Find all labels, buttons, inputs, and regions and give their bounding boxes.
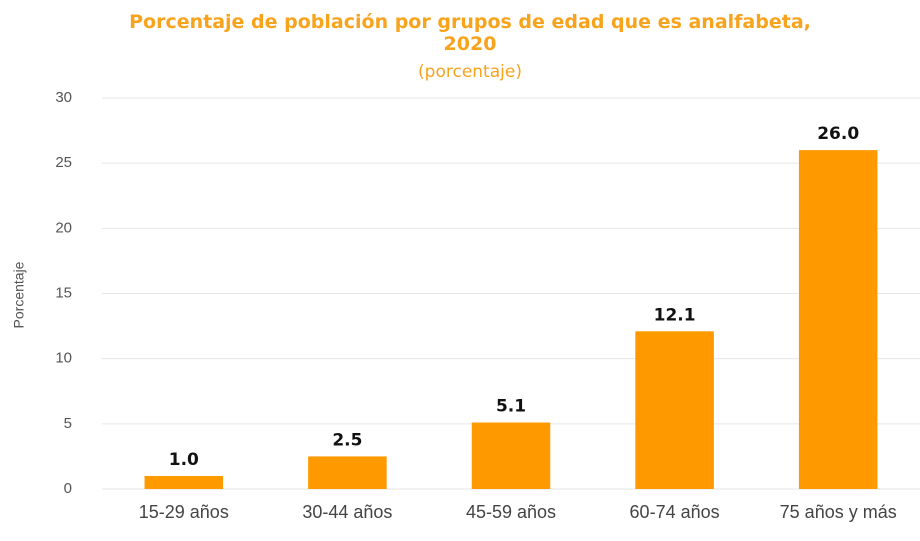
data-label: 12.1 xyxy=(654,305,696,325)
bar xyxy=(144,475,224,489)
bar xyxy=(471,422,551,489)
data-label: 5.1 xyxy=(496,397,526,417)
chart-subtitle: (porcentaje) xyxy=(418,62,522,82)
y-tick-label: 25 xyxy=(55,154,72,171)
chart-title: Porcentaje de población por grupos de ed… xyxy=(129,11,811,55)
bar xyxy=(308,456,387,489)
y-tick-label: 15 xyxy=(55,284,72,301)
y-tick-label: 20 xyxy=(55,219,72,236)
bar xyxy=(798,150,878,489)
y-tick-label: 30 xyxy=(55,89,72,106)
data-label: 2.5 xyxy=(332,430,362,450)
data-label: 26.0 xyxy=(817,124,859,144)
y-tick-label: 10 xyxy=(55,350,72,367)
x-tick-label: 30-44 años xyxy=(302,502,392,522)
bar xyxy=(635,331,714,489)
x-tick-label: 75 años y más xyxy=(780,502,897,522)
y-tick-label: 5 xyxy=(64,415,72,432)
x-tick-label: 45-59 años xyxy=(466,502,556,522)
data-label: 1.0 xyxy=(169,450,199,470)
y-tick-label: 0 xyxy=(64,480,72,497)
x-tick-label: 60-74 años xyxy=(630,502,720,522)
x-tick-label: 15-29 años xyxy=(139,502,229,522)
y-axis-label: Porcentaje xyxy=(11,261,27,328)
